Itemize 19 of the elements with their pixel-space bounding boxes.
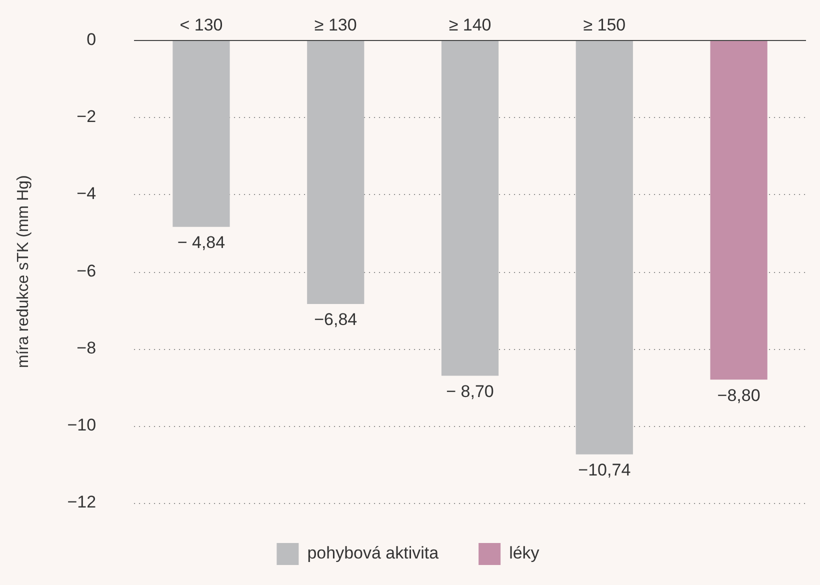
data-label: −10,74 bbox=[578, 460, 631, 480]
y-tick-label: 0 bbox=[86, 30, 96, 49]
data-label: −8,80 bbox=[717, 386, 760, 405]
y-tick-label: −2 bbox=[76, 107, 96, 126]
data-label: −6,84 bbox=[314, 310, 358, 330]
y-tick-label: −4 bbox=[76, 184, 96, 204]
x-tick-label: ≥ 140 bbox=[448, 16, 492, 35]
y-tick-label: −10 bbox=[67, 416, 96, 435]
legend-label: léky bbox=[509, 544, 540, 563]
data-label: − 4,84 bbox=[177, 233, 226, 252]
data-label: − 8,70 bbox=[446, 382, 494, 401]
legend-label: pohybová aktivita bbox=[307, 544, 440, 563]
x-tick-label: ≥ 130 bbox=[314, 16, 357, 35]
x-tick-label: ≥ 150 bbox=[583, 16, 626, 35]
y-tick-label: −12 bbox=[67, 492, 96, 512]
x-tick-label: < 130 bbox=[180, 16, 223, 35]
y-tick-label: −6 bbox=[76, 261, 96, 280]
y-axis-title: míra redukce sTK (mm Hg) bbox=[15, 175, 32, 368]
y-tick-label: −8 bbox=[76, 338, 96, 358]
